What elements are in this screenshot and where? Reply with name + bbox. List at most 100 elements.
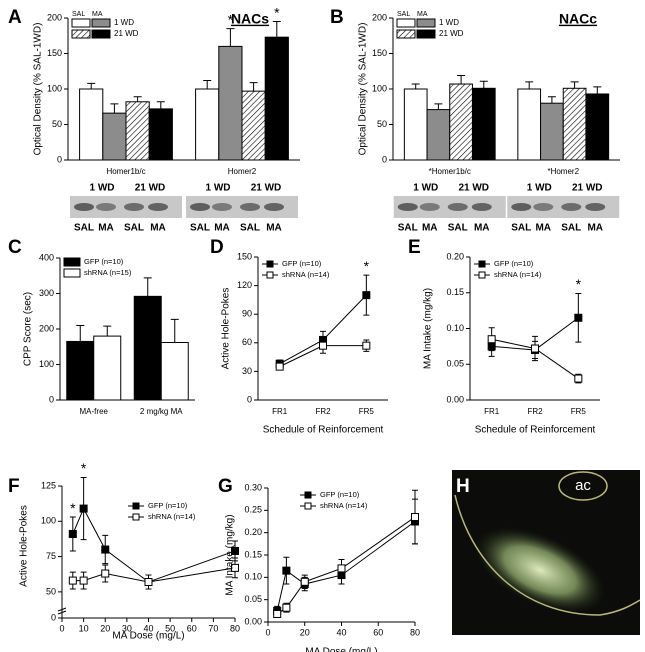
panel: D Active Hole-Pokes Schedule of Reinforcem… (210, 237, 388, 436)
blot-label: SAL (124, 223, 144, 234)
y-tick-label: 125 (41, 480, 56, 490)
bar (403, 88, 428, 161)
error-bar (156, 101, 165, 109)
blot-label: SAL (561, 223, 581, 234)
x-tick-label: 60 (373, 627, 383, 637)
x-tick-label: FR2 (527, 407, 543, 416)
blot-label: 21 WD (572, 183, 603, 194)
marker (79, 504, 88, 513)
blot-band (471, 203, 492, 211)
blot-label: MA (535, 223, 551, 234)
y-tick-label: 300 (39, 288, 54, 298)
y-tick-label: 0.25 (244, 505, 262, 515)
marker (362, 341, 371, 350)
x-tick-label: 20 (100, 623, 110, 633)
marker (282, 566, 291, 575)
error-bar (203, 79, 212, 89)
panel-letter: H (456, 476, 470, 497)
y-tick-label: 0 (49, 394, 54, 404)
bar (471, 87, 496, 161)
x-axis-label: Schedule of Reinforcement (475, 425, 596, 436)
error-bar (434, 103, 443, 110)
blot-label: 1 WD (206, 183, 231, 194)
error-bar (570, 81, 579, 89)
legend-label: shRNA (n=14) (282, 270, 330, 279)
blot-label: MA (474, 223, 490, 234)
significance: * (228, 11, 234, 27)
legend-header: SAL (72, 11, 85, 18)
marker (574, 374, 583, 383)
bar (540, 102, 564, 161)
panel-letter: B (330, 7, 344, 28)
marker (101, 569, 110, 578)
y-tick-label: 150 (237, 251, 252, 261)
blot-label: 1 WD (527, 183, 552, 194)
x-tick-label: 0 (59, 623, 64, 633)
y-tick-label: 200 (372, 12, 387, 22)
error-bar (143, 277, 152, 297)
legend-label: GFP (n=10) (494, 259, 534, 268)
x-tick-label: FR1 (484, 407, 500, 416)
x-tick-label: FR5 (571, 407, 587, 416)
x-tick-label: 40 (143, 623, 153, 633)
legend-label: 21 WD (439, 29, 464, 38)
x-tick-label: 40 (336, 627, 346, 637)
blot-band (124, 203, 144, 211)
blot-label: 1 WD (413, 183, 438, 194)
blot-label: SAL (448, 223, 468, 234)
marker (300, 577, 309, 586)
legend-marker (132, 513, 140, 521)
y-tick-label: 0.20 (446, 251, 464, 261)
blot-label: MA (266, 223, 282, 234)
y-tick-label: 0.15 (244, 549, 262, 559)
error-bar (547, 96, 556, 104)
legend-marker (266, 271, 274, 279)
bar (93, 335, 122, 401)
legend-swatch (71, 18, 91, 28)
panel: B NACc Optical Density (% SAL-1WD) 0 50 100 15… (330, 7, 620, 234)
x-tick-label: 0 (265, 627, 270, 637)
y-tick-label: 90 (242, 309, 252, 319)
region-label: ac (575, 477, 591, 494)
x-tick-label: Homer2 (228, 167, 257, 176)
legend-label: GFP (n=10) (84, 257, 124, 266)
significance: * (576, 276, 582, 292)
legend-label: shRNA (n=14) (320, 501, 368, 510)
marker (275, 362, 284, 371)
y-axis-label: MA Intake (mg/kg) (225, 514, 236, 595)
x-axis-label: MA Dose (mg/L) (112, 631, 184, 642)
marker (68, 530, 77, 538)
error-bar (133, 96, 142, 102)
y-tick-label: 0.05 (244, 594, 262, 604)
legend-marker (132, 502, 140, 510)
x-tick-label: 80 (410, 627, 420, 637)
legend-swatch (71, 29, 91, 39)
marker (144, 578, 153, 586)
x-tick-label: 50 (165, 623, 175, 633)
bar (517, 88, 542, 161)
legend-swatch (63, 268, 81, 278)
legend-marker (478, 260, 486, 268)
legend-label: 21 WD (114, 29, 139, 38)
y-tick-label: 0.20 (244, 527, 262, 537)
bar (218, 45, 243, 161)
y-tick-label: 200 (47, 12, 62, 22)
x-tick-label: FR2 (315, 407, 331, 416)
blot-label: 21 WD (251, 183, 282, 194)
blot-label: MA (150, 223, 166, 234)
panel-letter: F (8, 476, 20, 497)
legend-label: shRNA (n=15) (84, 268, 132, 277)
x-axis-label: MA Dose (mg/L) (305, 647, 377, 652)
legend-label: 1 WD (114, 18, 134, 27)
legend-swatch (91, 29, 111, 39)
blot-label: 1 WD (90, 183, 115, 194)
y-tick-label: 100 (47, 83, 62, 93)
marker (574, 313, 583, 322)
y-tick-label: 100 (372, 83, 387, 93)
blot-label: 21 WD (135, 183, 166, 194)
error-bar (272, 21, 281, 38)
blot-label: MA (587, 223, 603, 234)
legend-swatch (396, 29, 416, 39)
